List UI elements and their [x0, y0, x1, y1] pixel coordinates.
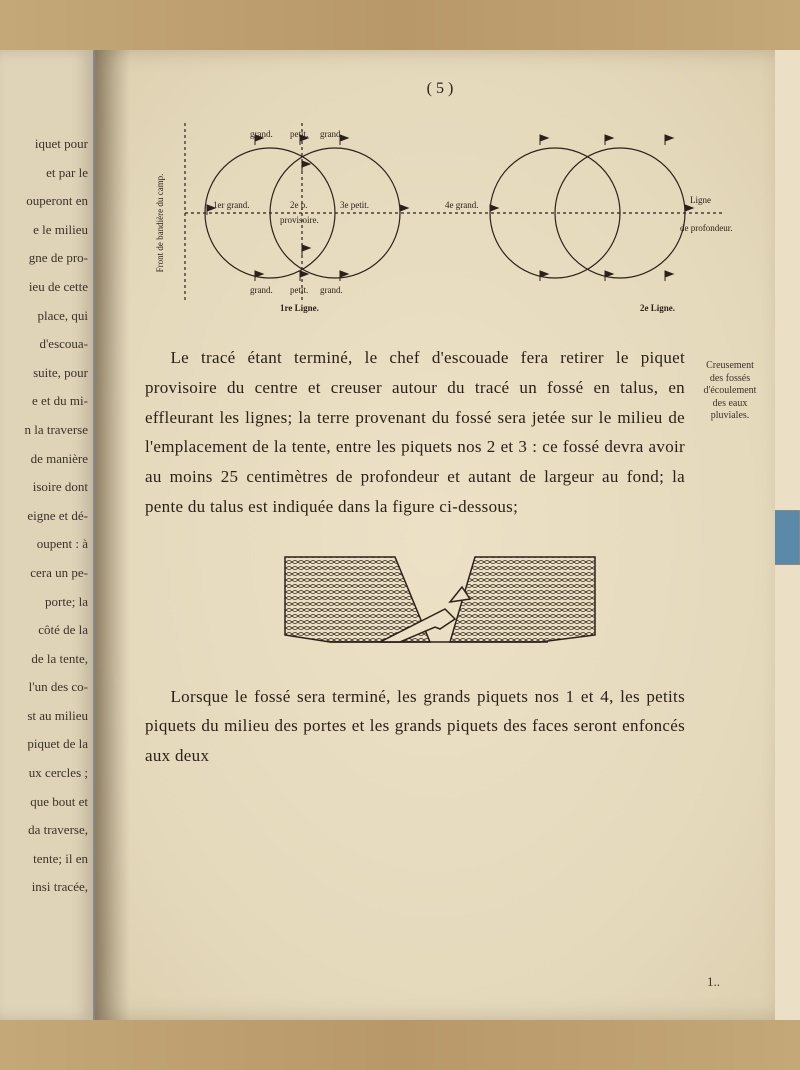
svg-text:grand.: grand.	[320, 129, 343, 139]
svg-text:grand.: grand.	[250, 285, 273, 295]
svg-text:grand.: grand.	[250, 129, 273, 139]
page: ( 5 ) Front de bandière du camp. grand. …	[95, 50, 775, 1020]
svg-text:provisoire.: provisoire.	[280, 215, 319, 225]
wood-bottom	[0, 1020, 800, 1070]
page-number: ( 5 )	[145, 80, 735, 98]
svg-text:de profondeur.: de profondeur.	[680, 223, 732, 233]
svg-text:Front de bandière du camp.: Front de bandière du camp.	[155, 174, 165, 273]
svg-text:4e grand.: 4e grand.	[445, 200, 479, 210]
body-text-2: Lorsque le fossé sera terminé, les grand…	[145, 682, 735, 771]
svg-text:3e petit.: 3e petit.	[340, 200, 369, 210]
ditch-figure	[280, 547, 600, 662]
svg-text:petit.: petit.	[290, 129, 308, 139]
svg-text:grand.: grand.	[320, 285, 343, 295]
wood-top	[0, 0, 800, 50]
margin-note: Creusement des fossés d'écoulement des e…	[689, 360, 771, 423]
svg-text:2e p.: 2e p.	[290, 200, 308, 210]
svg-text:1er grand.: 1er grand.	[213, 200, 249, 210]
catchword: 1..	[707, 974, 720, 990]
body-text: Le tracé étant terminé, le chef d'escoua…	[145, 343, 735, 522]
paragraph-2: Lorsque le fossé sera terminé, les grand…	[145, 682, 685, 771]
svg-text:1re Ligne.: 1re Ligne.	[280, 303, 319, 313]
svg-text:petit.: petit.	[290, 285, 308, 295]
circles-diagram: Front de bandière du camp. grand. petit.…	[145, 113, 735, 313]
svg-text:Ligne: Ligne	[690, 195, 711, 205]
previous-page-fragment: iquet pouret par leouperont ene le milie…	[0, 50, 95, 1020]
svg-text:2e Ligne.: 2e Ligne.	[640, 303, 675, 313]
paragraph-1: Le tracé étant terminé, le chef d'escoua…	[145, 343, 685, 522]
